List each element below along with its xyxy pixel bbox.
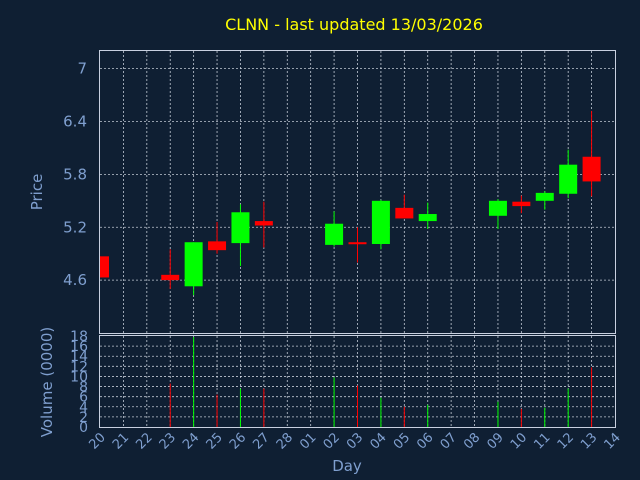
x-tick-label: 26 — [227, 430, 249, 452]
volume-tick-label: 16 — [70, 339, 88, 355]
candle-body — [208, 241, 227, 251]
candle-body — [559, 164, 578, 194]
volume-bars — [169, 337, 593, 427]
volume-tick-label: 4 — [79, 400, 88, 416]
x-tick-label: 25 — [204, 430, 226, 452]
x-tick-label: 08 — [461, 430, 483, 452]
candle-body — [184, 242, 203, 287]
volume-tick-label: 2 — [79, 410, 88, 426]
x-tick-label: 10 — [508, 430, 530, 452]
x-tick-label: 20 — [87, 430, 109, 452]
x-tick-label: 21 — [110, 430, 132, 452]
axis-ticks: 20 21 22 23 24 25 26 27 28 01 02 03 04 05 06 07 08 09 10 11… — [63, 60, 624, 453]
x-tick-label: 13 — [578, 430, 600, 452]
candle-body — [254, 221, 273, 226]
x-tick-label: 23 — [157, 430, 179, 452]
price-tick-label: 7 — [77, 60, 87, 78]
price-tick-label: 5.2 — [63, 218, 87, 236]
candle-body — [535, 192, 554, 201]
candle-body — [582, 156, 601, 182]
candle-body — [100, 256, 109, 278]
price-tick-label: 4.6 — [63, 271, 87, 289]
volume-tick-label: 12 — [70, 359, 88, 375]
x-tick-label: 28 — [274, 430, 296, 452]
candle-body — [325, 223, 344, 245]
candle-body — [512, 201, 531, 207]
x-tick-label: 22 — [133, 430, 155, 452]
x-tick-label: 04 — [367, 430, 389, 452]
x-tick-label: 14 — [602, 430, 624, 452]
volume-tick-label: 10 — [70, 369, 88, 385]
x-tick-label: 03 — [344, 430, 366, 452]
x-axis-label: Day — [332, 457, 362, 475]
x-tick-label: 02 — [321, 430, 343, 452]
x-tick-label: 06 — [414, 430, 436, 452]
volume-tick-label: 0 — [79, 420, 88, 436]
volume-axis-label: Volume (0000) — [38, 327, 56, 437]
volume-tick-label: 18 — [70, 329, 88, 345]
price-tick-label: 5.8 — [63, 165, 87, 183]
x-tick-label: 12 — [555, 430, 577, 452]
candle-body — [161, 274, 180, 281]
volume-tick-label: 6 — [79, 390, 88, 406]
x-tick-label: 09 — [484, 430, 506, 452]
x-tick-label: 27 — [250, 430, 272, 452]
x-tick-label: 01 — [297, 430, 319, 452]
candle-body — [231, 212, 250, 244]
candlesticks — [99, 110, 601, 296]
candle-body — [371, 200, 390, 244]
price-axis-label: Price — [28, 174, 46, 211]
x-tick-label: 05 — [391, 430, 413, 452]
candle-body — [488, 200, 507, 216]
price-panel-frame — [99, 50, 616, 334]
candle-body — [348, 242, 367, 245]
volume-tick-label: 14 — [70, 349, 88, 365]
chart-title: CLNN - last updated 13/03/2026 — [225, 15, 483, 34]
x-tick-label: 07 — [438, 430, 460, 452]
x-tick-label: 24 — [180, 430, 202, 452]
candle-body — [418, 214, 437, 222]
candle-body — [395, 207, 414, 219]
volume-panel-frame — [99, 335, 616, 428]
volume-tick-label: 8 — [79, 380, 88, 396]
x-tick-label: 11 — [531, 430, 553, 452]
price-tick-label: 6.4 — [63, 113, 87, 131]
